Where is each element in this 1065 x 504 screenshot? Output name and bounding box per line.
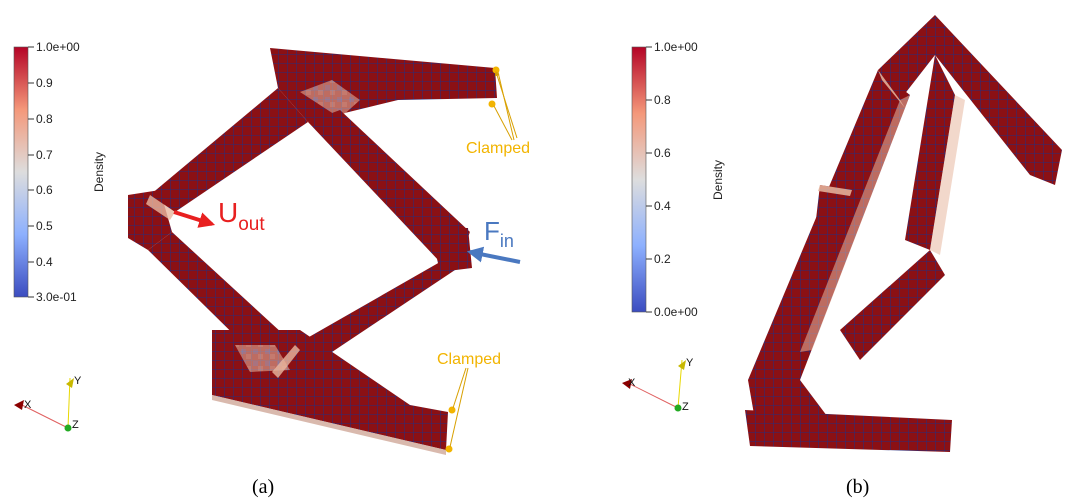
colorbar-b-tick-label: 0.6 — [654, 146, 671, 160]
colorbar-a-tick-label: 0.6 — [36, 183, 53, 197]
caption-b: (b) — [846, 476, 870, 498]
colorbar-a-tick-label: 0.5 — [36, 219, 53, 233]
axes-triad-a: X Y Z — [14, 375, 82, 432]
panel-b: 1.0e+00 0.8 0.6 0.4 0.2 0.0e+00 Density — [622, 15, 1062, 452]
colorbar-b-title: Density — [711, 160, 725, 200]
clamped-label-top: Clamped — [466, 140, 530, 157]
axis-z-label: Z — [682, 401, 689, 413]
fin-arrow: Fin — [466, 216, 521, 264]
clamp-bottom-markers: Clamped — [437, 351, 501, 453]
z-axis-icon — [64, 424, 72, 432]
structure-a — [128, 48, 497, 455]
colorbar-a-title: Density — [92, 152, 106, 192]
colorbar-b: 1.0e+00 0.8 0.6 0.4 0.2 0.0e+00 Density — [631, 40, 725, 319]
colorbar-a-max-label: 1.0e+00 — [36, 40, 80, 54]
caption-a: (a) — [252, 476, 275, 498]
colorbar-a-tick-label: 0.4 — [36, 255, 53, 269]
x-axis-icon — [622, 379, 632, 389]
panel-a: 1.0e+00 0.9 0.8 0.7 0.6 0.5 0.4 3.0e-01 … — [13, 40, 530, 455]
colorbar-a-min-label: 3.0e-01 — [36, 290, 77, 304]
clamped-label-bottom: Clamped — [437, 351, 501, 368]
clamp-top-markers: Clamped — [466, 66, 530, 157]
axis-x-label: X — [628, 377, 636, 389]
axes-triad-b: X Y Z — [622, 357, 694, 413]
colorbar-b-tick-label: 0.8 — [654, 93, 671, 107]
colorbar-a: 1.0e+00 0.9 0.8 0.7 0.6 0.5 0.4 3.0e-01 … — [13, 40, 106, 304]
colorbar-a-tick-label: 0.9 — [36, 76, 53, 90]
colorbar-b-min-label: 0.0e+00 — [654, 305, 698, 319]
structure-b — [745, 15, 1062, 452]
fin-label: Fin — [484, 216, 514, 251]
axis-y-label: Y — [74, 375, 82, 387]
colorbar-a-tick-label: 0.7 — [36, 148, 53, 162]
uout-arrow: Uout — [173, 197, 265, 235]
colorbar-a-tick-label: 0.8 — [36, 112, 53, 126]
z-axis-icon — [674, 404, 682, 412]
colorbar-b-tick-label: 0.2 — [654, 252, 671, 266]
x-axis-icon — [14, 400, 24, 410]
axis-z-label: Z — [72, 419, 79, 431]
axis-y-label: Y — [686, 357, 694, 369]
colorbar-b-tick-label: 0.4 — [654, 199, 671, 213]
colorbar-b-max-label: 1.0e+00 — [654, 40, 698, 54]
y-axis-icon — [66, 378, 74, 388]
y-axis-icon — [678, 360, 686, 370]
axis-x-label: X — [24, 399, 32, 411]
uout-label: Uout — [218, 197, 265, 235]
